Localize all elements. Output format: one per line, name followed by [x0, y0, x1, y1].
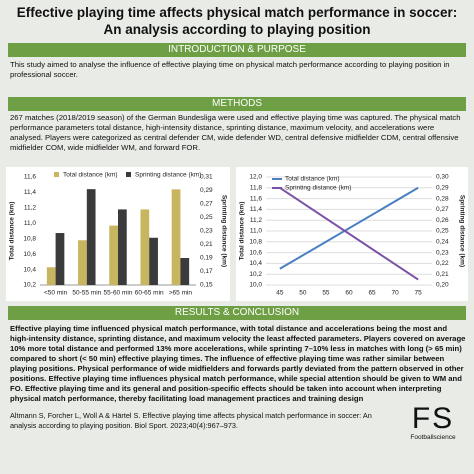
y2-axis-label: Sprinting distance (km): [220, 195, 227, 267]
y2-tick-label: 0,15: [200, 282, 213, 289]
y2-tick-label: 0,31: [200, 174, 213, 181]
y-tick-label: 11,2: [250, 217, 263, 224]
y-axis-label: Total distance (km): [9, 202, 16, 261]
y2-tick-label: 0,24: [436, 239, 449, 246]
y2-tick-label: 0,21: [200, 241, 213, 248]
x-tick-label: 70: [391, 290, 399, 297]
x-tick-label: 60-65 min: [135, 290, 164, 297]
bar: [118, 209, 127, 285]
section-heading: METHODS: [8, 97, 466, 111]
bar: [78, 240, 87, 285]
y-tick-label: 10,8: [23, 235, 36, 242]
bar: [171, 189, 181, 285]
y-tick-label: 11,0: [250, 228, 263, 235]
y-tick-label: 11,2: [24, 205, 37, 212]
y2-axis-label: Sprinting distance (km): [458, 195, 465, 267]
y-tick-label: 11,8: [250, 185, 263, 192]
y-tick-label: 10,2: [23, 282, 36, 289]
x-tick-label: 65: [368, 290, 376, 297]
bar: [55, 233, 65, 285]
y2-tick-label: 0,25: [436, 228, 449, 235]
y-tick-label: 11,6: [250, 195, 263, 202]
y2-tick-label: 0,23: [200, 228, 213, 235]
title: Effective playing time affects physical …: [16, 5, 458, 37]
legend-label: Sprinting distance (km): [285, 185, 351, 192]
y2-tick-label: 0,28: [436, 195, 449, 202]
y2-tick-label: 0,21: [436, 271, 449, 278]
bar: [140, 209, 150, 285]
citation: Altmann S, Forcher L, Woll A & Härtel S.…: [10, 411, 372, 430]
bar: [180, 258, 190, 285]
y-tick-label: 11,6: [24, 174, 37, 181]
x-tick-label: 60: [345, 290, 353, 297]
y2-tick-label: 0,26: [436, 217, 449, 224]
y-tick-label: 10,8: [249, 239, 262, 246]
bar: [109, 225, 118, 285]
x-tick-label: >65 min: [169, 290, 193, 297]
line: [279, 186, 419, 270]
y2-tick-label: 0,27: [200, 201, 213, 208]
legend-label: Total distance (km): [285, 176, 340, 183]
y2-tick-label: 0,20: [436, 282, 449, 289]
y-tick-label: 10,6: [23, 251, 36, 258]
y-tick-label: 10,2: [249, 271, 262, 278]
y-tick-label: 11,4: [24, 189, 37, 196]
y2-tick-label: 0,30: [436, 174, 449, 181]
section-heading: RESULTS & CONCLUSION: [8, 306, 466, 320]
y2-tick-label: 0,27: [436, 206, 449, 213]
logo-mark: FS: [411, 402, 455, 435]
bar: [46, 267, 56, 285]
y2-tick-label: 0,23: [436, 249, 449, 256]
legend-label: Sprinting distance (km): [135, 172, 201, 179]
y2-tick-label: 0,19: [200, 255, 213, 262]
x-tick-label: 50: [299, 290, 307, 297]
x-tick-label: 55-60 min: [104, 290, 133, 297]
y-tick-label: 11,0: [24, 220, 37, 227]
legend-label: Total distance (km): [63, 172, 118, 179]
legend-swatch: [126, 172, 131, 177]
y2-tick-label: 0,29: [436, 185, 449, 192]
bar: [86, 189, 96, 285]
line: [279, 186, 419, 281]
charts: 10,2 10,4 10,6 10,8 11,0 11,2 11,4 11,6 0,15 0,17…: [6, 167, 468, 301]
x-tick-label: <50 min: [44, 290, 68, 297]
logo-name: Footballscience: [410, 434, 456, 441]
y-tick-label: 12,0: [249, 174, 262, 181]
y-tick-label: 10,4: [249, 260, 262, 267]
results-text: Effective playing time influenced physic…: [10, 324, 466, 403]
bar: [149, 237, 158, 285]
methods-text: 267 matches (2018/2019 season) of the Ge…: [10, 113, 461, 152]
x-tick-label: 45: [276, 290, 284, 297]
section-heading: INTRODUCTION & PURPOSE: [8, 43, 466, 57]
y-tick-label: 11,4: [250, 206, 263, 213]
x-tick-label: 55: [322, 290, 330, 297]
x-tick-label: 75: [415, 290, 423, 297]
y-tick-label: 10,0: [249, 282, 262, 289]
chart-panel: [236, 167, 468, 301]
legend-swatch: [54, 172, 59, 177]
y-tick-label: 10,4: [23, 266, 36, 273]
intro-text: This study aimed to analyse the influenc…: [10, 60, 450, 79]
y2-tick-label: 0,17: [200, 268, 213, 275]
logo: FS Footballscience: [398, 402, 468, 442]
x-tick-label: 50-55 min: [72, 290, 101, 297]
y2-tick-label: 0,25: [200, 214, 213, 221]
y-axis-label: Total distance (km): [239, 202, 246, 261]
y-tick-label: 10,6: [249, 249, 262, 256]
y2-tick-label: 0,22: [436, 260, 449, 267]
y2-tick-label: 0,29: [200, 187, 213, 194]
